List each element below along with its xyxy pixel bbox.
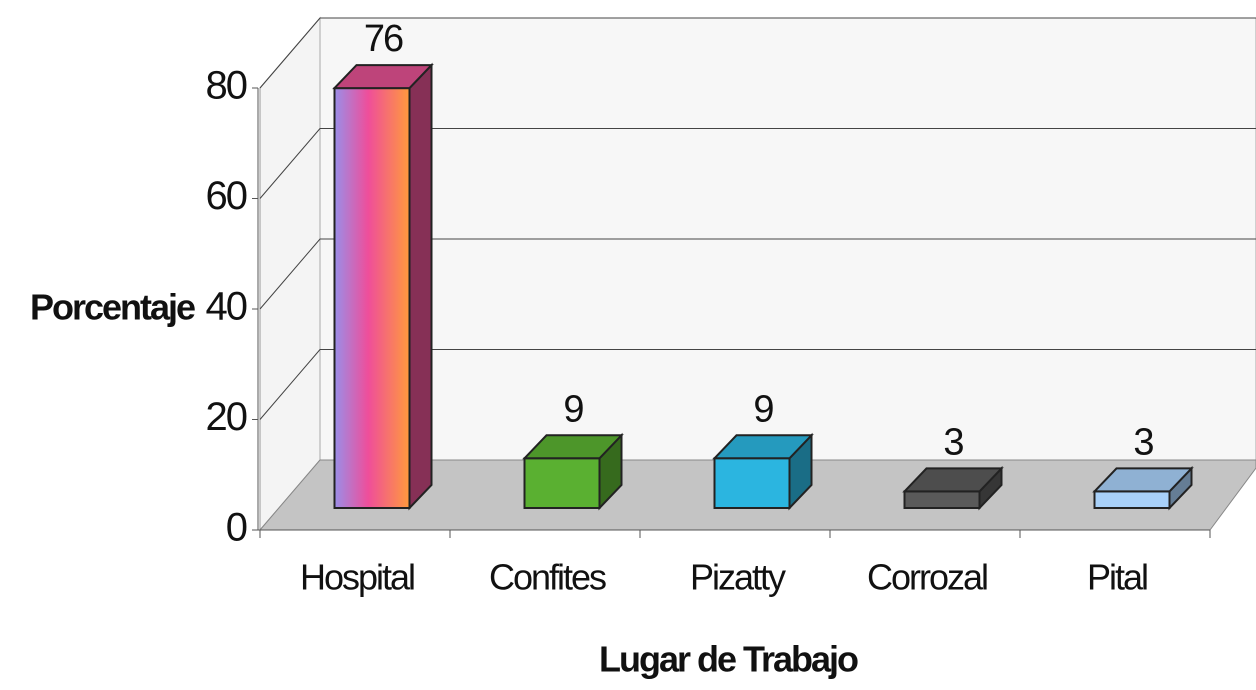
value-label: 76 [364,18,403,60]
bar-front [333,87,411,509]
bar-top [902,467,1004,493]
bar [332,62,434,511]
bar [1092,465,1194,511]
bar-front [523,457,601,509]
y-tick-label: 20 [206,395,247,439]
x-tick-label: Pital [1087,557,1147,598]
grid-line [259,17,1256,89]
x-tick-label: Corrozal [867,557,987,598]
y-tick-label: 80 [206,64,247,108]
value-label: 3 [943,421,963,463]
bar [522,432,624,511]
value-label: 9 [753,388,773,430]
bar-top [332,64,434,90]
x-tick-label: Confites [489,557,606,598]
y-tick-label: 0 [226,506,247,550]
bar-top [712,434,814,460]
grid-line [259,238,1256,310]
bar-top [1092,467,1194,493]
grid-line [259,349,1256,420]
bar-top [522,434,624,460]
x-tick-label: Hospital [300,557,414,598]
bar [712,432,814,511]
x-tick-label: Pizatty [690,557,786,598]
y-tick-label: 60 [206,174,247,218]
y-axis-title: Porcentaje [30,287,195,328]
bar-front [1093,490,1171,509]
bar-front [713,457,791,509]
bar-front [903,490,981,509]
grid-line [259,128,1256,199]
bar [902,465,1004,511]
value-label: 9 [563,388,583,430]
y-tick-label: 40 [206,285,247,329]
x-axis-title: Lugar de Trabajo [599,639,858,680]
bar-side [408,62,433,511]
value-label: 3 [1133,421,1153,463]
